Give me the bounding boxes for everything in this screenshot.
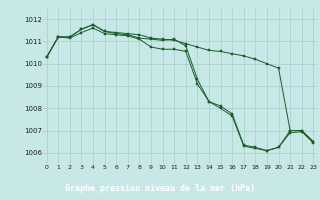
Text: Graphe pression niveau de la mer (hPa): Graphe pression niveau de la mer (hPa) <box>65 184 255 193</box>
